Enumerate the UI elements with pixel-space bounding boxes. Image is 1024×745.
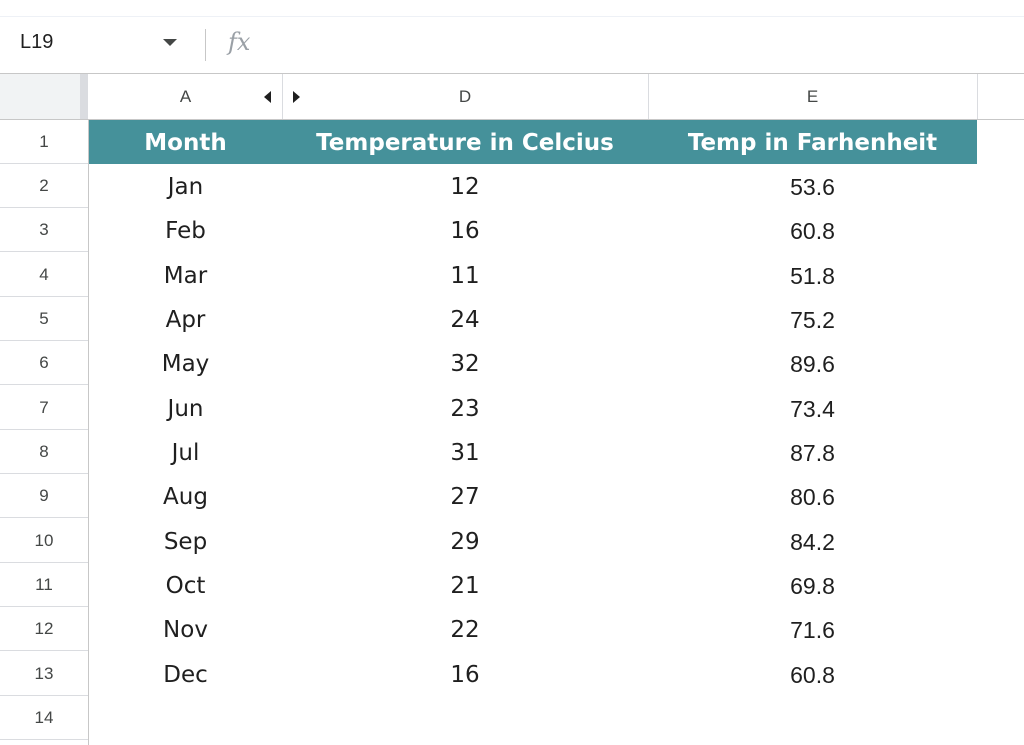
cell-month[interactable]: Feb: [165, 218, 206, 244]
cell-month[interactable]: Mar: [163, 263, 208, 289]
column-headers: A D E: [0, 74, 1024, 120]
row-header[interactable]: 5: [0, 297, 88, 341]
cell-month[interactable]: Jul: [171, 440, 200, 466]
cell-month[interactable]: Nov: [163, 617, 208, 643]
table-row: Dec 16 60.8: [89, 652, 977, 696]
cell-celsius[interactable]: 11: [450, 263, 480, 289]
cell-fahrenheit[interactable]: 51.8: [790, 263, 835, 289]
column-header-d[interactable]: D: [282, 74, 649, 119]
row-header[interactable]: 1: [0, 120, 88, 164]
browser-toolbar-edge: [0, 0, 1024, 17]
cell-fahrenheit[interactable]: 73.4: [790, 396, 835, 422]
table-row: Nov 22 71.6: [89, 607, 977, 651]
name-box[interactable]: L19: [20, 31, 54, 53]
cell-fahrenheit[interactable]: 87.8: [790, 440, 835, 466]
row-header[interactable]: 6: [0, 341, 88, 385]
cell-fahrenheit[interactable]: 89.6: [790, 351, 835, 377]
column-header-label: E: [806, 87, 819, 106]
cell-celsius[interactable]: 16: [450, 218, 480, 244]
cell-month[interactable]: Jun: [167, 396, 204, 422]
cell-celsius[interactable]: 29: [450, 529, 480, 555]
formula-input[interactable]: [270, 27, 1010, 63]
sheet-grid: Month Temperature in Celcius Temp in Far…: [89, 120, 1024, 745]
cell-month[interactable]: Jan: [167, 174, 204, 200]
cell-month[interactable]: Aug: [163, 484, 208, 510]
row-header[interactable]: 4: [0, 253, 88, 297]
header-cell-fahrenheit[interactable]: Temp in Farhenheit: [687, 130, 938, 156]
cell-celsius[interactable]: 16: [450, 662, 480, 688]
table-row: Jul 31 87.8: [89, 430, 977, 474]
table-row: Apr 24 75.2: [89, 297, 977, 341]
cell-fahrenheit[interactable]: 60.8: [790, 218, 835, 244]
table-row: Aug 27 80.6: [89, 474, 977, 518]
column-header-e[interactable]: E: [648, 74, 978, 119]
cell-celsius[interactable]: 32: [450, 351, 480, 377]
formula-bar: L19 fx: [0, 17, 1024, 74]
cell-month[interactable]: Oct: [165, 573, 206, 599]
row-header[interactable]: 12: [0, 607, 88, 651]
row-header[interactable]: 13: [0, 652, 88, 696]
cell-fahrenheit[interactable]: 80.6: [790, 484, 835, 510]
cell-fahrenheit[interactable]: 84.2: [790, 529, 835, 555]
cell-celsius[interactable]: 27: [450, 484, 480, 510]
arrow-left-icon[interactable]: [264, 91, 271, 103]
cell-fahrenheit[interactable]: 71.6: [790, 617, 835, 643]
formula-bar-divider: [205, 29, 206, 61]
cell-celsius[interactable]: 23: [450, 396, 480, 422]
header-cell-celsius[interactable]: Temperature in Celcius: [316, 130, 614, 156]
row-header[interactable]: 2: [0, 164, 88, 208]
row-header[interactable]: 3: [0, 208, 88, 252]
column-header-label: D: [458, 87, 472, 106]
table-row: Jan 12 53.6: [89, 164, 977, 208]
function-icon: fx: [228, 28, 251, 56]
select-all-corner[interactable]: [0, 74, 81, 119]
table-header-row: Month Temperature in Celcius Temp in Far…: [89, 120, 977, 164]
cell-celsius[interactable]: 24: [450, 307, 480, 333]
row-header[interactable]: 9: [0, 474, 88, 518]
cell-month[interactable]: Apr: [165, 307, 206, 333]
cell-celsius[interactable]: 31: [450, 440, 480, 466]
table-row: Feb 16 60.8: [89, 208, 977, 252]
cell-celsius[interactable]: 22: [450, 617, 480, 643]
table-row: May 32 89.6: [89, 341, 977, 385]
cell-fahrenheit[interactable]: 75.2: [790, 307, 835, 333]
header-cell-month[interactable]: Month: [144, 130, 227, 156]
column-header-label: A: [179, 87, 192, 106]
row-header[interactable]: 7: [0, 386, 88, 430]
column-header-a[interactable]: A: [89, 74, 283, 119]
table-row: Mar 11 51.8: [89, 253, 977, 297]
frozen-divider[interactable]: [80, 74, 88, 119]
row-headers: 1 2 3 4 5 6 7 8 9 10 11 12 13 14: [0, 120, 89, 745]
row-header[interactable]: 8: [0, 430, 88, 474]
cell-celsius[interactable]: 21: [450, 573, 480, 599]
table-row: Sep 29 84.2: [89, 519, 977, 563]
cell-fahrenheit[interactable]: 69.8: [790, 573, 835, 599]
cell-month[interactable]: May: [161, 351, 210, 377]
row-header[interactable]: 10: [0, 519, 88, 563]
cell-month[interactable]: Sep: [163, 529, 208, 555]
row-header[interactable]: 11: [0, 563, 88, 607]
cell-celsius[interactable]: 12: [450, 174, 480, 200]
cell-fahrenheit[interactable]: 53.6: [790, 174, 835, 200]
chevron-down-icon[interactable]: [163, 39, 177, 46]
arrow-right-icon[interactable]: [293, 91, 300, 103]
row-header[interactable]: 14: [0, 696, 88, 740]
cell-month[interactable]: Dec: [163, 662, 208, 688]
table-row: Oct 21 69.8: [89, 563, 977, 607]
table-row: Jun 23 73.4: [89, 386, 977, 430]
cell-fahrenheit[interactable]: 60.8: [790, 662, 835, 688]
